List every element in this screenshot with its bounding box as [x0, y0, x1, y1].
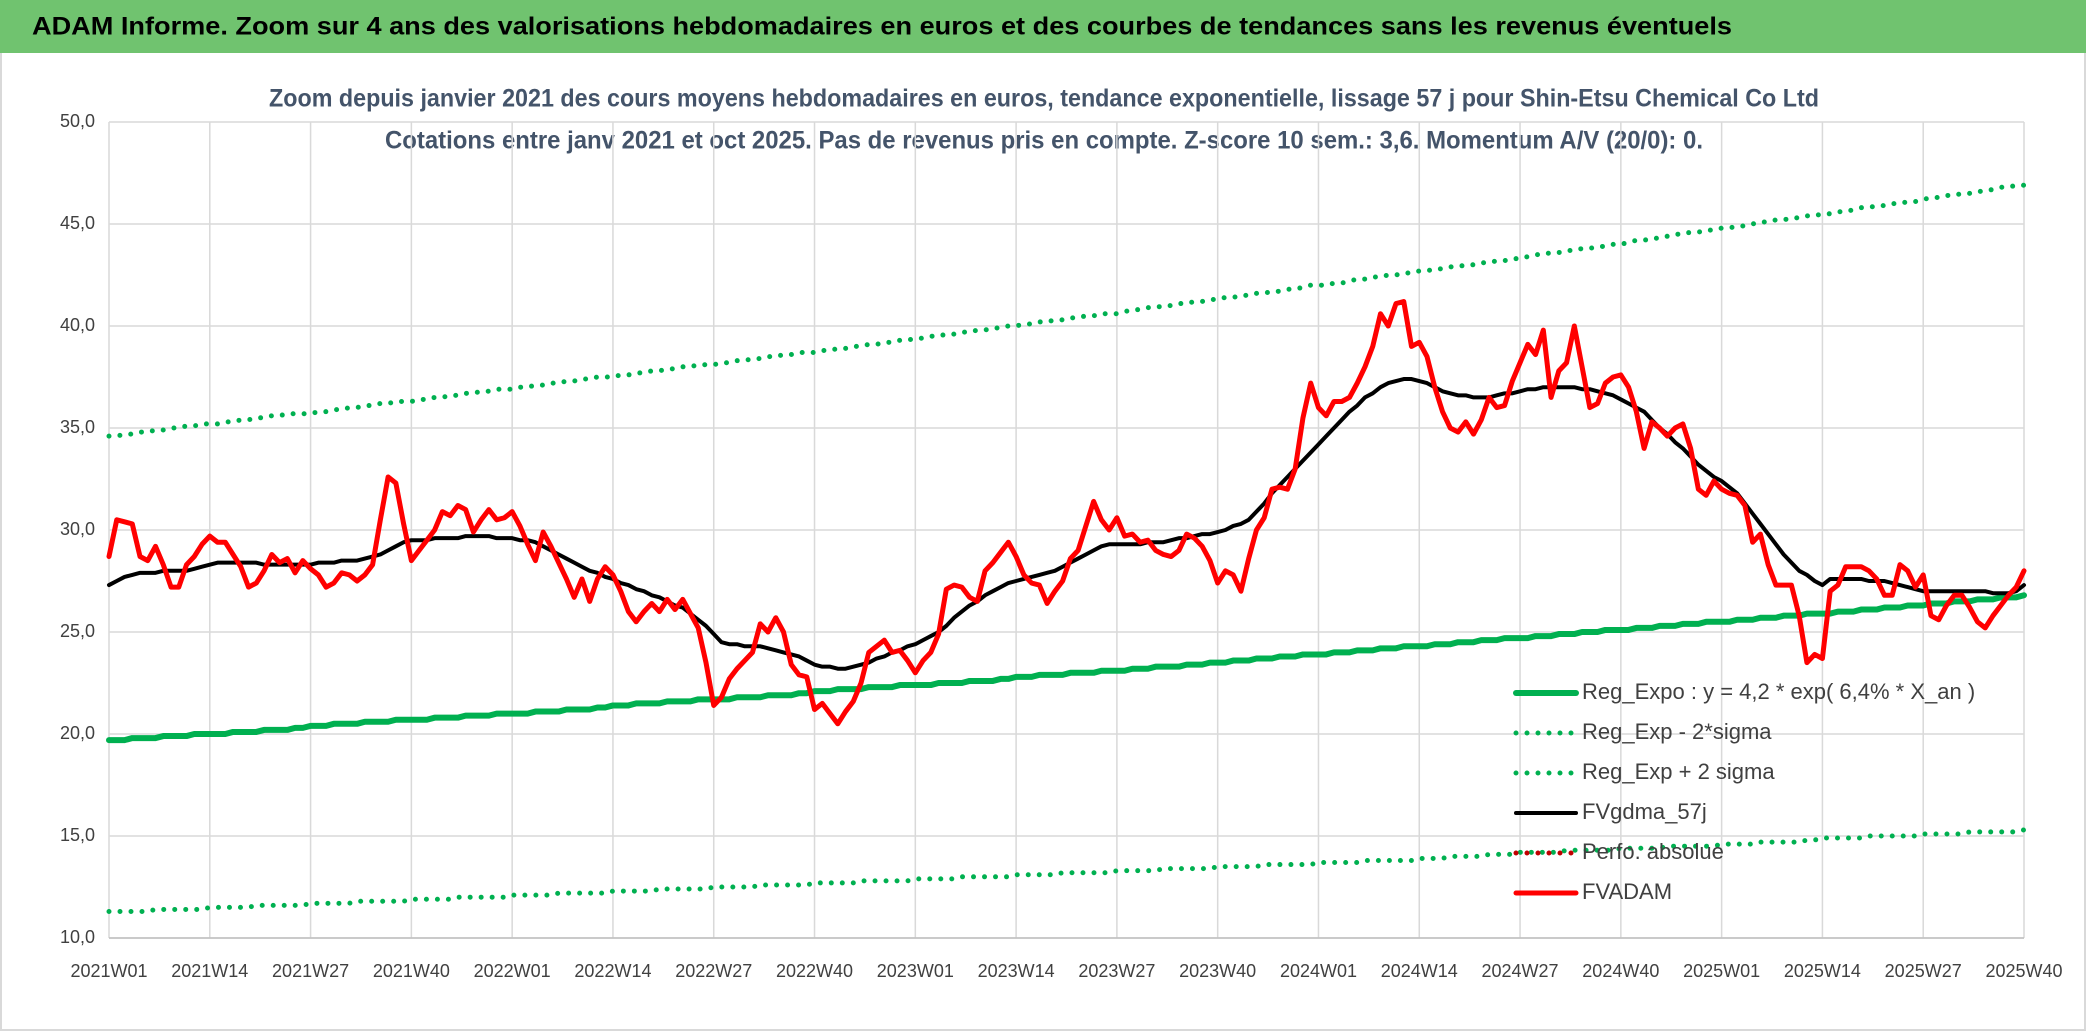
y-tick-label: 15,0: [60, 825, 95, 845]
y-tick-label: 45,0: [60, 213, 95, 233]
chart-subtitle: Cotations entre janv 2021 et oct 2025. P…: [385, 127, 1703, 155]
chart-title: Zoom depuis janvier 2021 des cours moyen…: [269, 85, 1819, 113]
series-line: [106, 827, 2027, 914]
x-tick-label: 2022W01: [474, 961, 551, 981]
plot-lines: [106, 182, 2027, 914]
x-tick-label: 2021W14: [171, 961, 248, 981]
grid: 10,0 15,0 20,0 25,0 30,0 35,0 40,0 45,0 50,0 2021…: [60, 111, 2063, 981]
x-tick-label: 2024W14: [1381, 961, 1458, 981]
y-tick-label: 40,0: [60, 315, 95, 335]
x-tick-label: 2023W27: [1078, 961, 1155, 981]
y-tick-label: 30,0: [60, 519, 95, 539]
x-tick-label: 2021W27: [272, 961, 349, 981]
x-tick-label: 2025W01: [1683, 961, 1760, 981]
y-tick-label: 35,0: [60, 417, 95, 437]
y-tick-label: 10,0: [60, 927, 95, 947]
x-tick-label: 2025W27: [1885, 961, 1962, 981]
x-tick-label: 2023W14: [978, 961, 1055, 981]
x-tick-label: 2021W01: [70, 961, 147, 981]
x-tick-label: 2025W40: [1985, 961, 2062, 981]
series-line: [106, 299, 2027, 727]
y-tick-label: 25,0: [60, 621, 95, 641]
x-tick-label: 2025W14: [1784, 961, 1861, 981]
legend-label: Reg_Exp + 2 sigma: [1582, 759, 1775, 784]
legend-label: FVADAM: [1582, 879, 1672, 904]
x-tick-label: 2022W40: [776, 961, 853, 981]
series-line: [106, 592, 2027, 744]
x-tick-label: 2021W40: [373, 961, 450, 981]
header-title: ADAM Informe. Zoom sur 4 ans des valoris…: [32, 13, 1732, 41]
y-tick-label: 50,0: [60, 111, 95, 131]
legend-label: Reg_Exp - 2*sigma: [1582, 719, 1772, 744]
x-tick-label: 2022W14: [574, 961, 651, 981]
legend-label: Perfo. absolue: [1582, 839, 1724, 864]
x-tick-label: 2024W01: [1280, 961, 1357, 981]
legend-label: FVgdma_57j: [1582, 799, 1707, 824]
x-tick-label: 2024W27: [1482, 961, 1559, 981]
legend: Reg_Expo : y = 4,2 * exp( 6,4% * X_an ) R…: [1513, 679, 1975, 904]
x-tick-label: 2022W27: [675, 961, 752, 981]
x-tick-label: 2023W40: [1179, 961, 1256, 981]
y-tick-label: 20,0: [60, 723, 95, 743]
legend-label: Reg_Expo : y = 4,2 * exp( 6,4% * X_an ): [1582, 679, 1975, 704]
header-banner: [0, 0, 2086, 53]
x-tick-label: 2023W01: [877, 961, 954, 981]
x-tick-label: 2024W40: [1582, 961, 1659, 981]
